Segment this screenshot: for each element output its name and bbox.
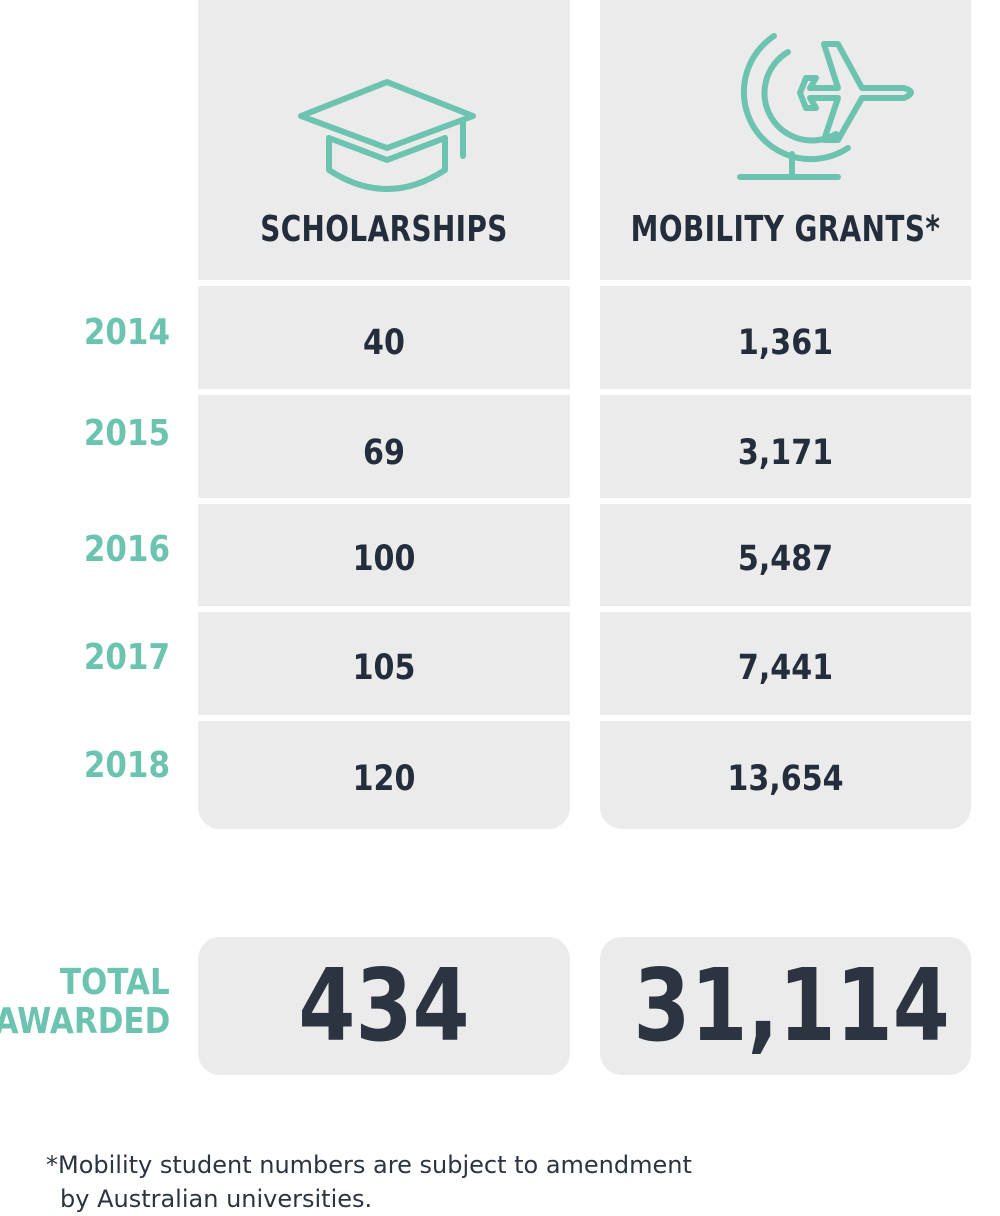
graduation-cap-icon xyxy=(298,79,476,192)
total-label-line2: AWARDED xyxy=(0,1001,170,1042)
mobility-grants-header: MOBILITY GRANTS* xyxy=(630,209,941,250)
year-label: 2017 xyxy=(83,637,170,678)
row-divider xyxy=(190,606,980,612)
row-divider xyxy=(190,389,980,395)
scholarships-header: SCHOLARSHIPS xyxy=(260,209,508,250)
scholarships-value: 105 xyxy=(352,648,416,688)
scholarships-value: 120 xyxy=(352,759,416,799)
row-divider xyxy=(190,280,980,286)
mobility-total-box: 31,114 xyxy=(600,937,971,1075)
footnote-line2: by Australian universities. xyxy=(60,1185,373,1213)
mobility-total: 31,114 xyxy=(633,947,950,1064)
year-label: 2014 xyxy=(83,312,170,353)
mobility-value: 1,361 xyxy=(737,323,834,363)
year-label: 2018 xyxy=(83,745,170,786)
scholarships-value: 69 xyxy=(363,433,405,473)
footnote-line1: *Mobility student numbers are subject to… xyxy=(46,1151,692,1179)
scholarships-total-box: 434 xyxy=(198,937,570,1075)
mobility-column-panel xyxy=(600,0,971,829)
row-divider xyxy=(190,715,980,721)
mobility-value: 7,441 xyxy=(737,648,834,688)
year-label: 2016 xyxy=(83,529,170,570)
scholarships-total: 434 xyxy=(298,947,470,1064)
scholarships-value: 40 xyxy=(363,323,405,363)
mobility-value: 5,487 xyxy=(737,539,834,579)
scholarships-column-panel xyxy=(198,0,570,829)
globe-airplane-icon xyxy=(737,33,914,180)
total-label-line1: TOTAL xyxy=(60,962,170,1003)
year-label: 2015 xyxy=(83,413,170,454)
mobility-value: 3,171 xyxy=(737,433,834,473)
scholarships-value: 100 xyxy=(352,539,416,579)
mobility-value: 13,654 xyxy=(727,759,844,799)
footnote: *Mobility student numbers are subject to… xyxy=(46,1148,846,1216)
row-divider xyxy=(190,498,980,504)
